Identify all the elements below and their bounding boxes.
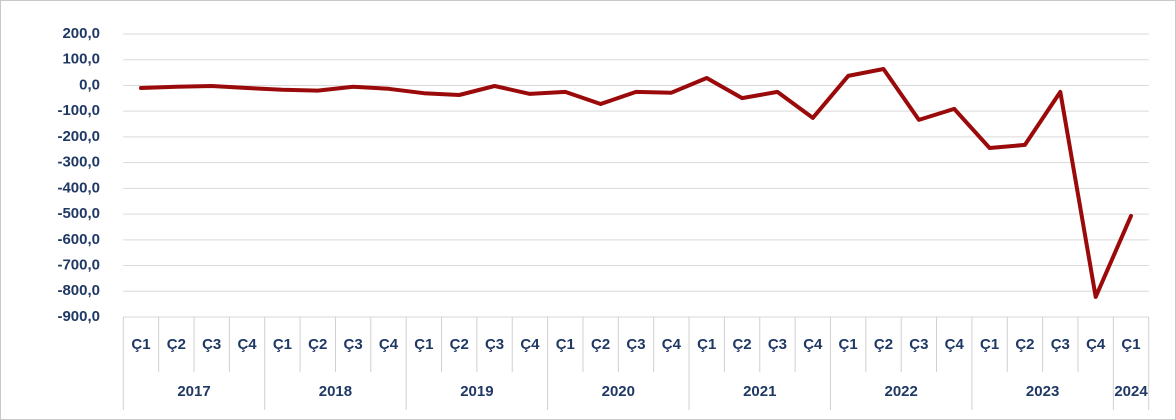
- x-tick-label: Ç4: [662, 336, 682, 353]
- x-tick-label: Ç2: [874, 336, 893, 353]
- x-tick-label: Ç1: [839, 336, 858, 353]
- x-tick-label: Ç3: [485, 336, 504, 353]
- x-tick-label: Ç3: [768, 336, 787, 353]
- y-tick-label: -300,0: [57, 154, 100, 171]
- y-tick-label: 0,0: [79, 76, 100, 93]
- x-tick-label: Ç1: [131, 336, 150, 353]
- x-tick-label: Ç3: [909, 336, 928, 353]
- year-label: 2019: [460, 383, 493, 400]
- y-tick-label: -400,0: [57, 179, 100, 196]
- y-tick-label: -200,0: [57, 128, 100, 145]
- x-tick-label: Ç1: [414, 336, 433, 353]
- x-tick-label: Ç1: [980, 336, 999, 353]
- x-tick-label: Ç2: [591, 336, 610, 353]
- x-tick-label: Ç2: [450, 336, 469, 353]
- x-tick-label: Ç3: [1051, 336, 1070, 353]
- x-tick-label: Ç2: [732, 336, 751, 353]
- x-tick-label: Ç4: [945, 336, 965, 353]
- x-tick-label: Ç1: [697, 336, 716, 353]
- x-tick-label: Ç3: [344, 336, 363, 353]
- y-tick-label: -100,0: [57, 102, 100, 119]
- x-tick-label: Ç3: [202, 336, 221, 353]
- y-tick-label: 100,0: [62, 51, 100, 68]
- x-tick-label: Ç4: [237, 336, 257, 353]
- y-tick-label: -500,0: [57, 205, 100, 222]
- y-tick-label: -900,0: [57, 308, 100, 325]
- year-label: 2018: [319, 383, 352, 400]
- y-tick-label: -600,0: [57, 231, 100, 248]
- x-tick-label: Ç1: [1121, 336, 1140, 353]
- y-tick-label: -800,0: [57, 282, 100, 299]
- x-tick-label: Ç1: [273, 336, 292, 353]
- x-tick-label: Ç2: [308, 336, 327, 353]
- x-tick-label: Ç1: [556, 336, 575, 353]
- line-series: [139, 67, 1133, 299]
- x-tick-label: Ç4: [1086, 336, 1106, 353]
- year-label: 2022: [885, 383, 918, 400]
- x-tick-label: Ç4: [379, 336, 399, 353]
- x-tick-label: Ç4: [803, 336, 823, 353]
- y-tick-label: -700,0: [57, 257, 100, 274]
- year-label: 2023: [1026, 383, 1059, 400]
- x-tick-label: Ç2: [167, 336, 186, 353]
- y-tick-label: 200,0: [62, 25, 100, 42]
- year-label: 2017: [177, 383, 210, 400]
- year-label: 2020: [602, 383, 635, 400]
- x-tick-label: Ç3: [626, 336, 645, 353]
- x-tick-label: Ç4: [520, 336, 540, 353]
- year-label: 2024: [1114, 383, 1148, 400]
- year-label: 2021: [743, 383, 776, 400]
- x-tick-label: Ç2: [1015, 336, 1034, 353]
